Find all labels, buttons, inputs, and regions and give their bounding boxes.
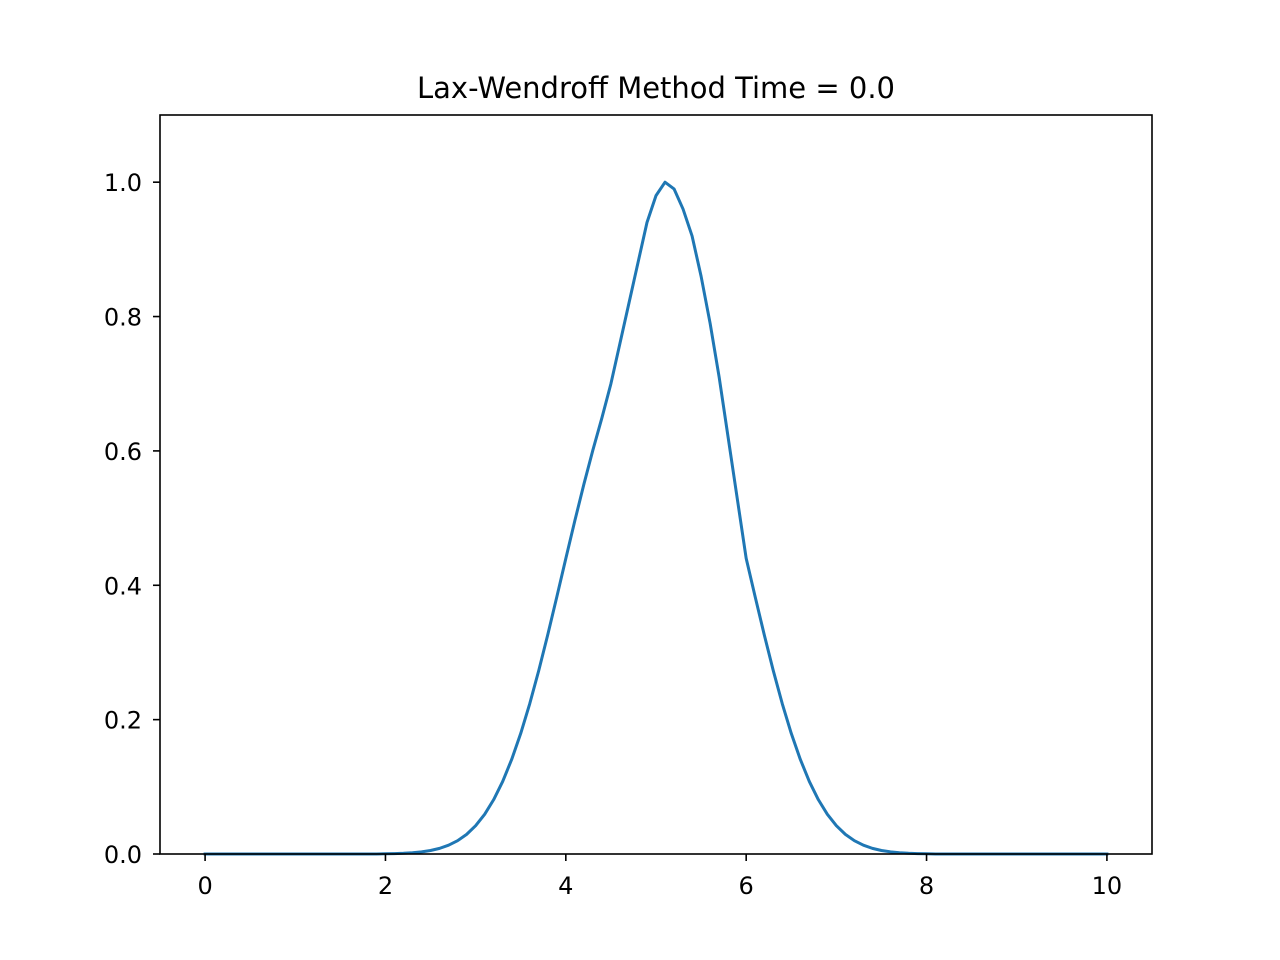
x-tick-label: 8 [919, 872, 934, 900]
y-tick-label: 0.6 [104, 438, 142, 466]
series-layer [203, 180, 1109, 856]
y-tick-label: 0.0 [104, 841, 142, 869]
x-tick-label: 10 [1092, 872, 1123, 900]
y-tick-label: 0.8 [104, 304, 142, 332]
x-tick-label: 6 [739, 872, 754, 900]
y-tick-label: 0.4 [104, 572, 142, 600]
x-tick-label: 2 [378, 872, 393, 900]
x-tick-label: 0 [197, 872, 212, 900]
y-tick-label: 1.0 [104, 169, 142, 197]
plot-frame [159, 114, 1153, 855]
chart-title: Lax-Wendroff Method Time = 0.0 [417, 71, 895, 105]
y-tick-label: 0.2 [104, 707, 142, 735]
x-axis: 0 2 4 6 8 10 [197, 854, 1122, 900]
y-axis: 0.0 0.2 0.4 0.6 0.8 1.0 [104, 169, 160, 869]
x-tick-label: 4 [558, 872, 573, 900]
series-line-0 [203, 180, 1109, 856]
